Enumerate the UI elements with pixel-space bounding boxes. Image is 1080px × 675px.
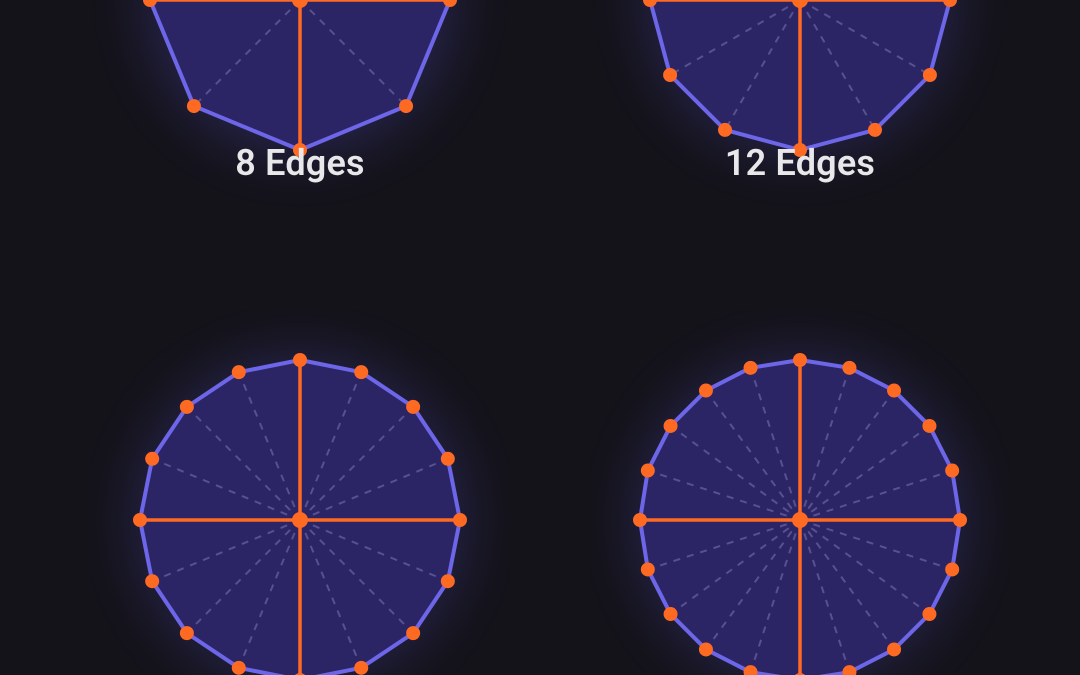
vertex-dot — [406, 400, 420, 414]
vertex-dot — [922, 419, 936, 433]
poly-16-svg — [90, 310, 510, 675]
vertex-dot — [664, 607, 678, 621]
vertex-dot — [744, 361, 758, 375]
diagram-stage: 8 Edges 12 Edges — [0, 0, 1080, 675]
vertex-dot — [180, 400, 194, 414]
vertex-dot — [663, 68, 677, 82]
vertex-dot — [453, 513, 467, 527]
vertex-dot — [145, 452, 159, 466]
vertex-dot — [641, 562, 655, 576]
vertex-dot — [232, 365, 246, 379]
vertex-dot — [354, 365, 368, 379]
vertex-dot — [180, 626, 194, 640]
vertex-dot — [145, 574, 159, 588]
vertex-dot — [923, 68, 937, 82]
vertex-dot — [842, 361, 856, 375]
vertex-dot — [354, 661, 368, 675]
figure-poly-16 — [90, 310, 510, 675]
vertex-dot — [133, 513, 147, 527]
poly-20-svg — [590, 310, 1010, 675]
center-dot — [792, 512, 808, 528]
figure-poly-20 — [590, 310, 1010, 675]
vertex-dot — [887, 642, 901, 656]
figure-poly-12: 12 Edges — [590, 0, 1010, 210]
vertex-dot — [953, 513, 967, 527]
vertex-dot — [232, 661, 246, 675]
vertex-dot — [887, 384, 901, 398]
vertex-dot — [793, 353, 807, 367]
vertex-dot — [664, 419, 678, 433]
vertex-dot — [293, 353, 307, 367]
vertex-dot — [922, 607, 936, 621]
vertex-dot — [633, 513, 647, 527]
vertex-dot — [399, 99, 413, 113]
vertex-dot — [945, 464, 959, 478]
polygon-label: 8 Edges — [90, 142, 510, 184]
vertex-dot — [699, 642, 713, 656]
vertex-dot — [441, 574, 455, 588]
vertex-dot — [441, 452, 455, 466]
polygon-label: 12 Edges — [590, 142, 1010, 184]
vertex-dot — [699, 384, 713, 398]
vertex-dot — [187, 99, 201, 113]
vertex-dot — [406, 626, 420, 640]
vertex-dot — [868, 123, 882, 137]
vertex-dot — [718, 123, 732, 137]
vertex-dot — [641, 464, 655, 478]
center-dot — [292, 512, 308, 528]
figure-poly-8: 8 Edges — [90, 0, 510, 210]
vertex-dot — [945, 562, 959, 576]
